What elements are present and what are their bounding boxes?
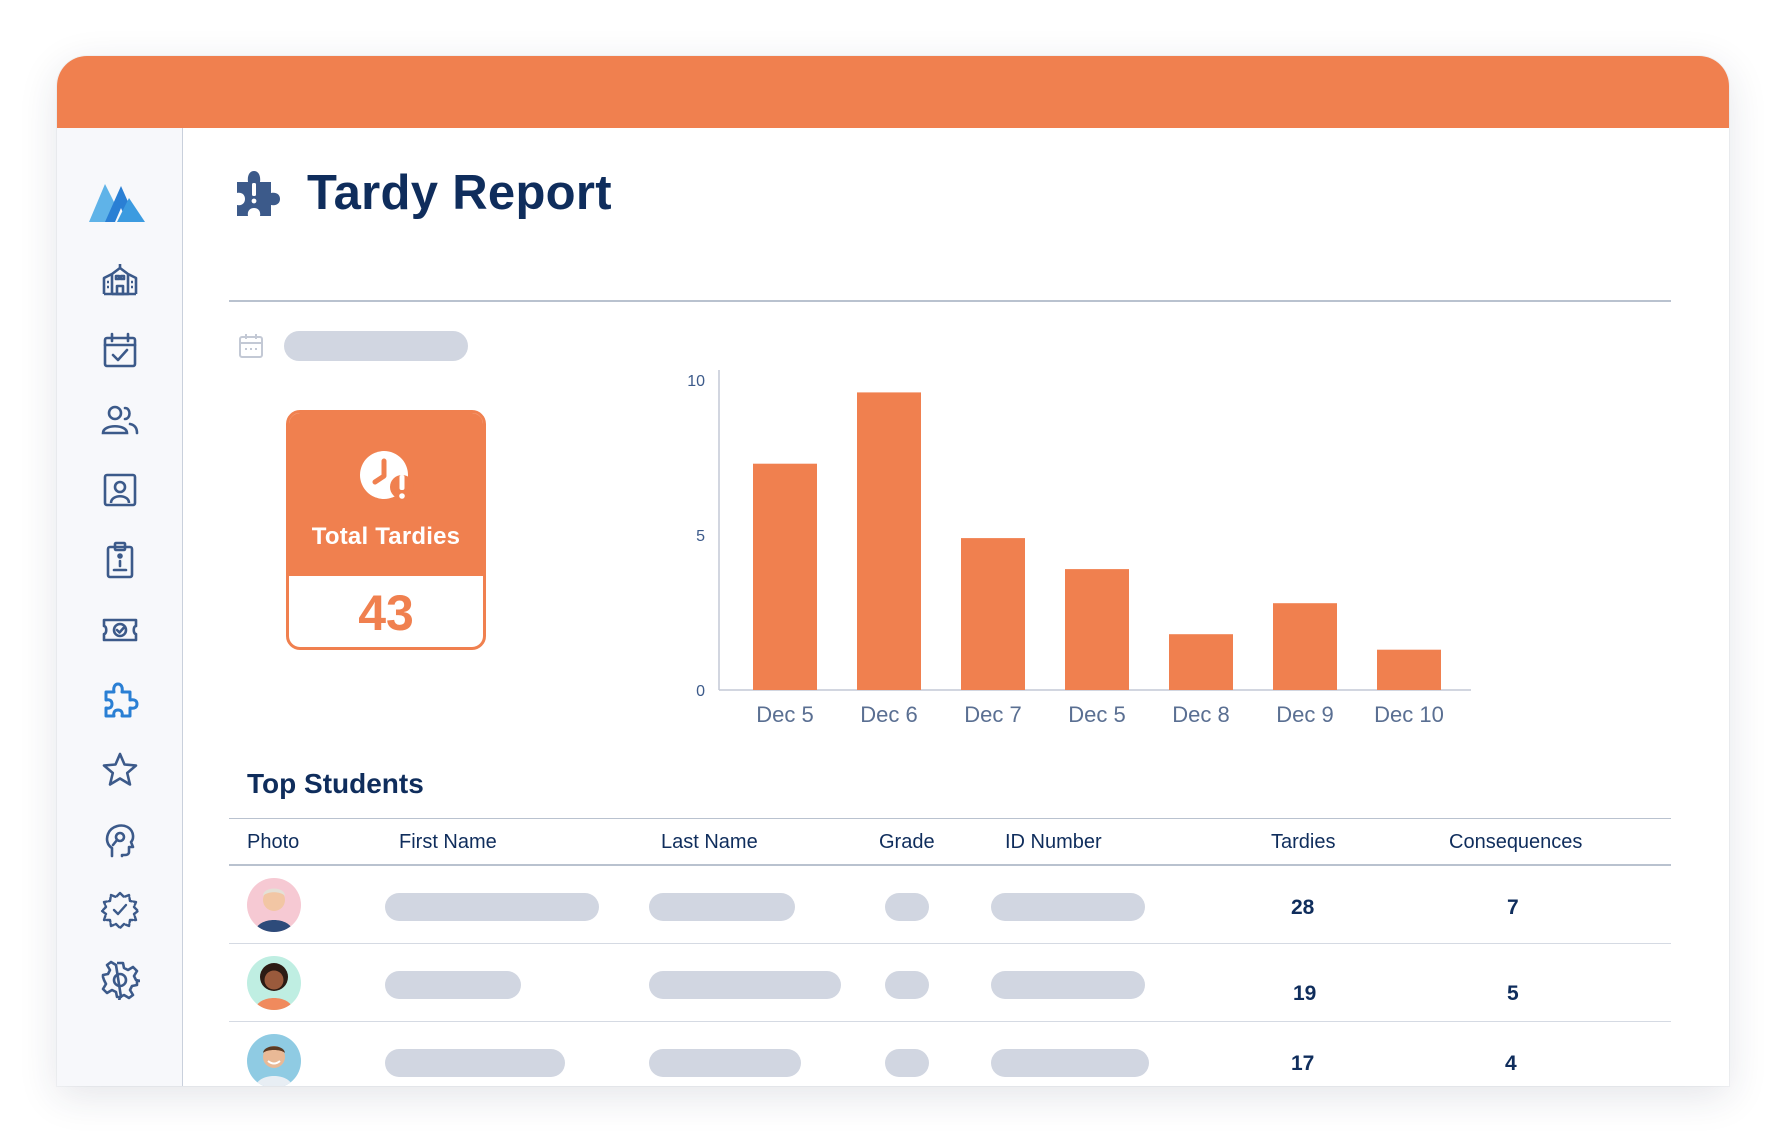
- tardies-count: 28: [1291, 896, 1315, 919]
- calendar-icon[interactable]: [237, 332, 265, 360]
- id-number-placeholder: [991, 971, 1145, 999]
- table-row[interactable]: 19 5: [229, 944, 1671, 1022]
- x-tick-label: Dec 9: [1276, 702, 1333, 727]
- tardies-count: 19: [1293, 982, 1317, 1005]
- chart-bar: [1377, 649, 1441, 690]
- chart-bar: [753, 463, 817, 690]
- sidebar-item-calendar[interactable]: [98, 328, 142, 372]
- column-header-id-number[interactable]: ID Number: [1005, 831, 1102, 853]
- column-header-last-name[interactable]: Last Name: [661, 831, 758, 853]
- tardies-bar-chart: 0 5 10 Dec 5 Dec 6 Dec 7 Dec 5 Dec 8 Dec 9 Dec 10: [687, 370, 1471, 727]
- title-row: Tardy Report: [229, 158, 612, 228]
- chart-bar: [1169, 634, 1233, 690]
- chart-bar: [857, 392, 921, 690]
- tardies-count: 17: [1291, 1052, 1315, 1075]
- grade-placeholder: [885, 1049, 929, 1077]
- head-icon: [105, 824, 135, 858]
- avatar: [247, 956, 301, 1010]
- sidebar-item-reports[interactable]: [98, 538, 142, 582]
- logo-icon: [89, 184, 145, 222]
- sidebar-item-settings[interactable]: [98, 958, 142, 1002]
- last-name-placeholder: [649, 1049, 801, 1077]
- x-tick-label: Dec 8: [1172, 702, 1229, 727]
- x-tick-label: Dec 7: [964, 702, 1021, 727]
- users-icon: [101, 405, 139, 435]
- table-header: Photo First Name Last Name Grade ID Numb…: [229, 818, 1671, 866]
- chart-bar: [1065, 569, 1129, 690]
- star-icon: [102, 752, 138, 786]
- ticket-icon: [102, 618, 138, 642]
- puzzle-icon: [104, 682, 139, 718]
- top-students-table: Photo First Name Last Name Grade ID Numb…: [229, 818, 1671, 1086]
- badge-icon: [100, 891, 140, 930]
- grade-placeholder: [885, 893, 929, 921]
- student-card-icon: [103, 473, 137, 507]
- first-name-placeholder: [385, 1049, 565, 1077]
- sidebar-item-passes[interactable]: [98, 608, 142, 652]
- total-tardies-label: Total Tardies: [311, 523, 461, 550]
- sidebar-item-rewards[interactable]: [98, 748, 142, 792]
- x-tick-label: Dec 5: [756, 702, 813, 727]
- page-title: Tardy Report: [307, 166, 612, 220]
- x-tick-label: Dec 6: [860, 702, 917, 727]
- gear-icon: [101, 960, 140, 1000]
- calendar-check-icon: [103, 332, 137, 368]
- header-divider: [229, 300, 1671, 302]
- clock-alert-icon: [360, 451, 414, 499]
- clipboard-icon: [106, 541, 134, 579]
- date-range-placeholder[interactable]: [284, 331, 468, 361]
- column-header-first-name[interactable]: First Name: [399, 831, 497, 853]
- avatar: [247, 878, 301, 932]
- main-content: Tardy Report Total Tardies 43 0 5 10 De: [183, 128, 1729, 1086]
- avatar: [247, 1034, 301, 1086]
- sidebar-item-wellness[interactable]: [98, 818, 142, 862]
- id-number-placeholder: [991, 1049, 1149, 1077]
- total-tardies-card: Total Tardies 43: [286, 410, 486, 650]
- table-row[interactable]: 17 4: [229, 1022, 1671, 1086]
- puzzle-alert-icon: [237, 171, 280, 216]
- column-header-grade[interactable]: Grade: [879, 831, 935, 853]
- total-tardies-value: 43: [358, 585, 414, 641]
- x-tick-label: Dec 5: [1068, 702, 1125, 727]
- first-name-placeholder: [385, 893, 599, 921]
- last-name-placeholder: [649, 893, 795, 921]
- sidebar: [57, 128, 183, 1086]
- top-students-title: Top Students: [247, 768, 424, 799]
- sidebar-item-behavior[interactable]: [98, 678, 142, 722]
- id-number-placeholder: [991, 893, 1145, 921]
- app-window: Tardy Report Total Tardies 43 0 5 10 De: [57, 56, 1729, 1086]
- consequences-count: 7: [1507, 896, 1519, 919]
- chart-bar: [1273, 603, 1337, 690]
- grade-placeholder: [885, 971, 929, 999]
- school-icon: [102, 264, 138, 296]
- column-header-tardies[interactable]: Tardies: [1271, 831, 1336, 853]
- sidebar-item-school[interactable]: [98, 258, 142, 302]
- y-tick-label: 5: [696, 528, 705, 545]
- column-header-photo[interactable]: Photo: [247, 831, 300, 853]
- chart-bar: [961, 538, 1025, 690]
- top-bar: [57, 56, 1729, 128]
- last-name-placeholder: [649, 971, 841, 999]
- sidebar-item-awards[interactable]: [98, 888, 142, 932]
- first-name-placeholder: [385, 971, 521, 999]
- sidebar-item-users[interactable]: [98, 398, 142, 442]
- table-row[interactable]: 28 7: [229, 866, 1671, 944]
- consequences-count: 4: [1505, 1052, 1517, 1075]
- y-tick-label: 0: [696, 683, 705, 700]
- sidebar-item-students[interactable]: [98, 468, 142, 512]
- y-tick-label: 10: [687, 373, 705, 390]
- column-header-consequences[interactable]: Consequences: [1449, 831, 1583, 853]
- x-tick-label: Dec 10: [1374, 702, 1444, 727]
- consequences-count: 5: [1507, 982, 1519, 1005]
